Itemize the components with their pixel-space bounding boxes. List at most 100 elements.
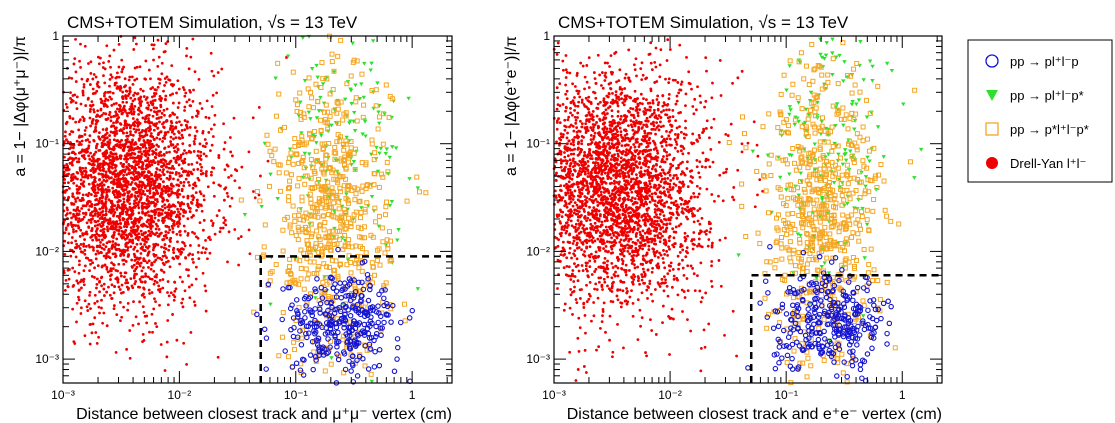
data-point — [571, 242, 575, 245]
data-point — [321, 227, 327, 233]
data-point — [625, 132, 629, 136]
data-point — [76, 196, 80, 200]
data-point — [133, 91, 137, 95]
data-point — [166, 291, 169, 294]
data-point — [381, 319, 387, 326]
data-point — [137, 206, 141, 210]
data-point — [158, 120, 161, 124]
data-point — [96, 119, 100, 123]
data-point — [128, 168, 131, 172]
data-point — [114, 242, 117, 245]
data-point — [88, 200, 92, 204]
data-point — [669, 216, 673, 219]
data-point — [177, 101, 181, 105]
data-point — [145, 141, 149, 144]
data-point — [306, 104, 312, 110]
data-point — [113, 204, 117, 208]
data-point — [158, 95, 162, 98]
data-point — [112, 179, 116, 183]
data-point — [63, 239, 67, 243]
data-point — [75, 191, 79, 195]
data-point — [139, 102, 142, 106]
data-point — [671, 176, 675, 180]
data-point — [106, 185, 110, 189]
data-point — [587, 95, 591, 99]
data-point — [130, 103, 134, 107]
data-point — [204, 309, 208, 313]
data-point — [189, 90, 192, 94]
data-point — [151, 152, 155, 156]
data-point — [353, 83, 358, 88]
data-point — [117, 140, 121, 144]
data-point — [182, 184, 186, 188]
data-point — [139, 252, 143, 255]
data-point — [79, 306, 83, 310]
data-point — [221, 226, 225, 230]
data-point — [99, 241, 102, 244]
data-point — [106, 228, 109, 231]
data-point — [166, 170, 169, 174]
data-point — [195, 235, 198, 239]
data-point — [696, 274, 699, 278]
data-point — [73, 270, 77, 274]
data-point — [102, 282, 106, 286]
data-point — [178, 174, 182, 178]
data-point — [101, 217, 104, 220]
data-point — [94, 167, 98, 171]
data-point — [91, 87, 95, 91]
data-point — [156, 126, 160, 130]
data-point — [89, 151, 92, 155]
data-point — [580, 98, 584, 102]
data-point — [154, 258, 158, 262]
data-point — [176, 207, 180, 211]
data-point — [93, 180, 97, 183]
data-point — [123, 121, 127, 124]
y-tick-label: 10⁻³ — [35, 352, 59, 366]
data-point — [248, 252, 252, 256]
data-point — [80, 135, 84, 138]
data-point — [129, 233, 133, 237]
data-point — [124, 210, 128, 214]
data-point — [340, 117, 346, 123]
data-point — [145, 261, 149, 265]
data-point — [293, 360, 300, 367]
data-point — [604, 330, 607, 334]
data-point — [359, 188, 365, 194]
data-point — [143, 184, 147, 188]
data-point — [126, 246, 130, 249]
data-point — [111, 131, 115, 134]
data-point — [133, 104, 137, 108]
data-point — [204, 289, 208, 293]
data-point — [204, 154, 208, 158]
data-point — [165, 75, 169, 79]
data-point — [103, 138, 107, 141]
data-point — [110, 75, 114, 79]
data-point — [92, 108, 96, 112]
data-point — [195, 129, 199, 133]
data-point — [128, 75, 132, 79]
data-point — [77, 288, 81, 292]
data-point — [148, 121, 152, 125]
data-point — [572, 239, 576, 243]
data-point — [182, 202, 186, 206]
data-point — [675, 94, 679, 98]
data-point — [195, 114, 198, 118]
data-point — [382, 250, 388, 256]
data-point — [164, 189, 168, 192]
data-point — [740, 142, 744, 146]
data-point — [146, 157, 150, 161]
data-point — [575, 257, 579, 261]
data-point — [137, 123, 140, 127]
data-point — [163, 84, 166, 87]
data-point — [155, 178, 159, 181]
data-point — [409, 307, 416, 314]
data-point — [139, 280, 143, 284]
data-point — [186, 196, 190, 200]
data-point — [569, 111, 572, 115]
data-point — [93, 219, 97, 223]
data-point — [222, 198, 226, 202]
data-point — [125, 126, 129, 130]
x-tick-label: 10⁻¹ — [284, 388, 308, 402]
data-point — [93, 316, 97, 320]
data-point — [64, 279, 68, 282]
